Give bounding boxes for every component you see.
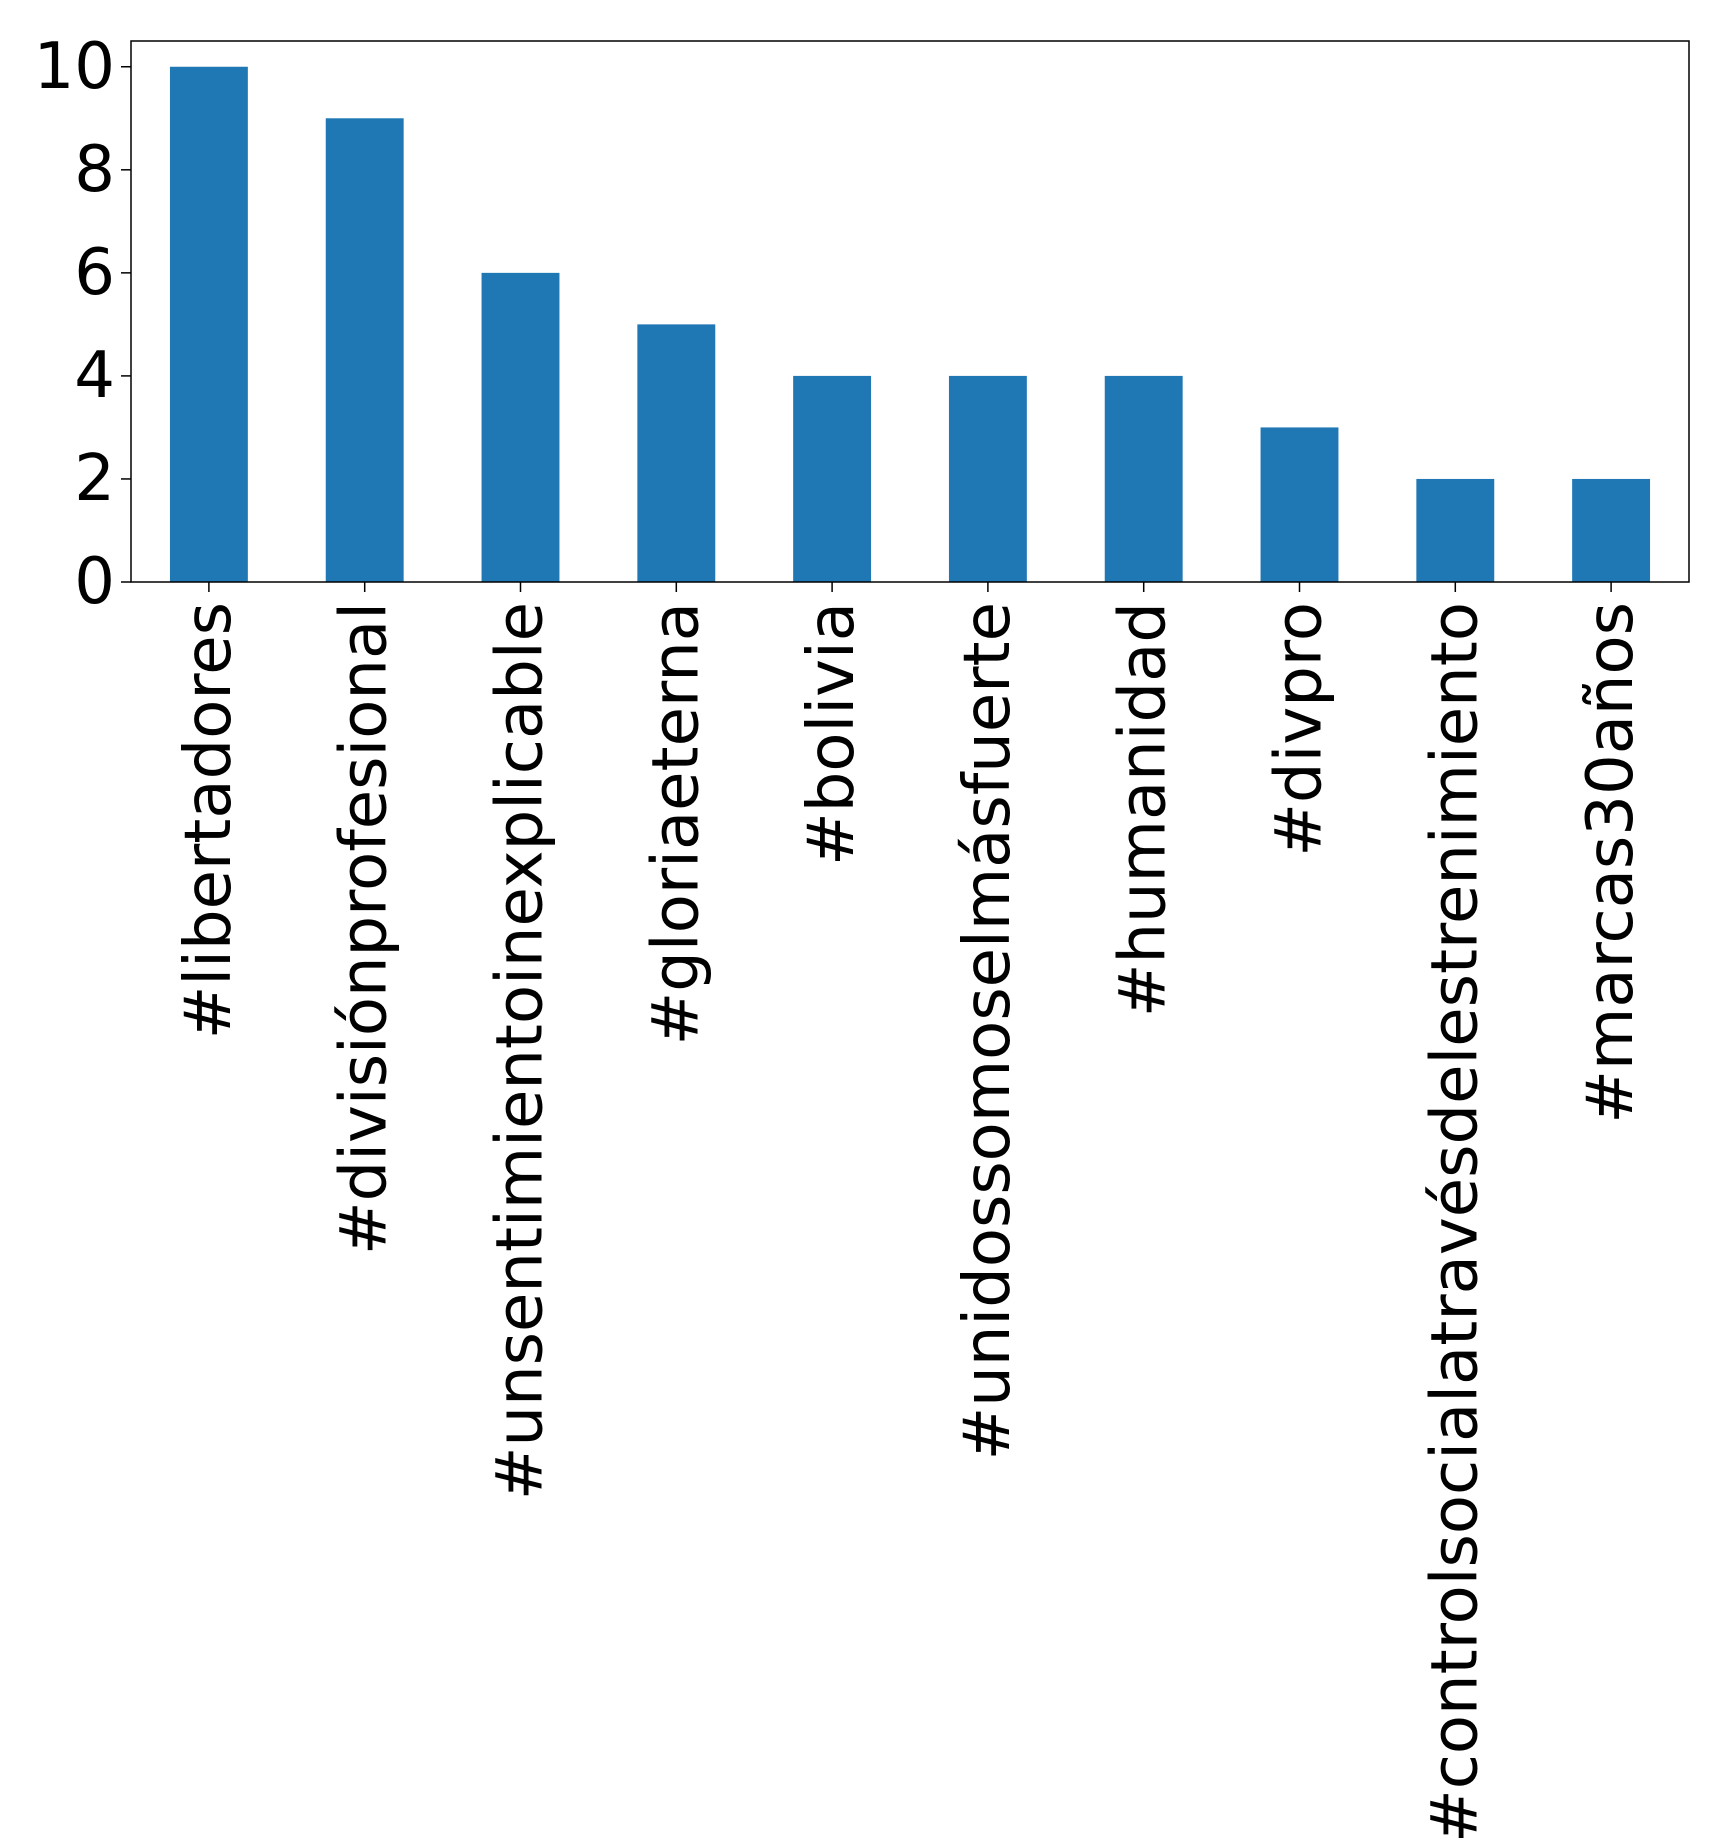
x-tick-label-5: #unidossomoselmásfuerte (951, 602, 1025, 1460)
bar-0 (169, 66, 248, 582)
y-tick-label-0: 0 (74, 545, 115, 619)
x-tick-label-8: #controlsocialatravésdelestrenimiento (1418, 602, 1492, 1840)
x-tick-label-7: #divpro (1263, 602, 1337, 857)
y-tick-label-5: 10 (34, 30, 115, 104)
bar-9 (1572, 478, 1651, 582)
x-tick-label-4: #bolivia (795, 602, 869, 866)
x-tick-label-1: #divisiónprofesional (328, 602, 402, 1255)
bar-8 (1416, 478, 1495, 582)
bar-6 (1104, 375, 1183, 582)
y-tick-label-1: 2 (74, 442, 115, 516)
x-tick-label-6: #humanidad (1107, 602, 1181, 1017)
y-tick-label-3: 6 (74, 236, 115, 310)
x-axis: #libertadores #divisiónprofesional #unsent… (172, 582, 1648, 1840)
bars-group (169, 66, 1651, 583)
y-tick-label-2: 4 (74, 339, 115, 413)
x-tick-label-3: #gloriaeterna (639, 602, 713, 1045)
x-tick-label-9: #marcas30años (1574, 602, 1648, 1124)
y-tick-label-4: 8 (74, 133, 115, 207)
bar-4 (793, 375, 872, 582)
y-axis: 0 2 4 6 8 10 (34, 30, 131, 619)
x-tick-label-2: #unsentimientoinexplicable (484, 602, 558, 1500)
bar-2 (481, 272, 560, 582)
bar-5 (948, 375, 1027, 582)
bar-1 (325, 118, 404, 583)
x-tick-label-0: #libertadores (172, 602, 246, 1039)
bar-3 (637, 324, 716, 582)
plot-frame (130, 40, 1690, 583)
bar-7 (1260, 427, 1339, 582)
